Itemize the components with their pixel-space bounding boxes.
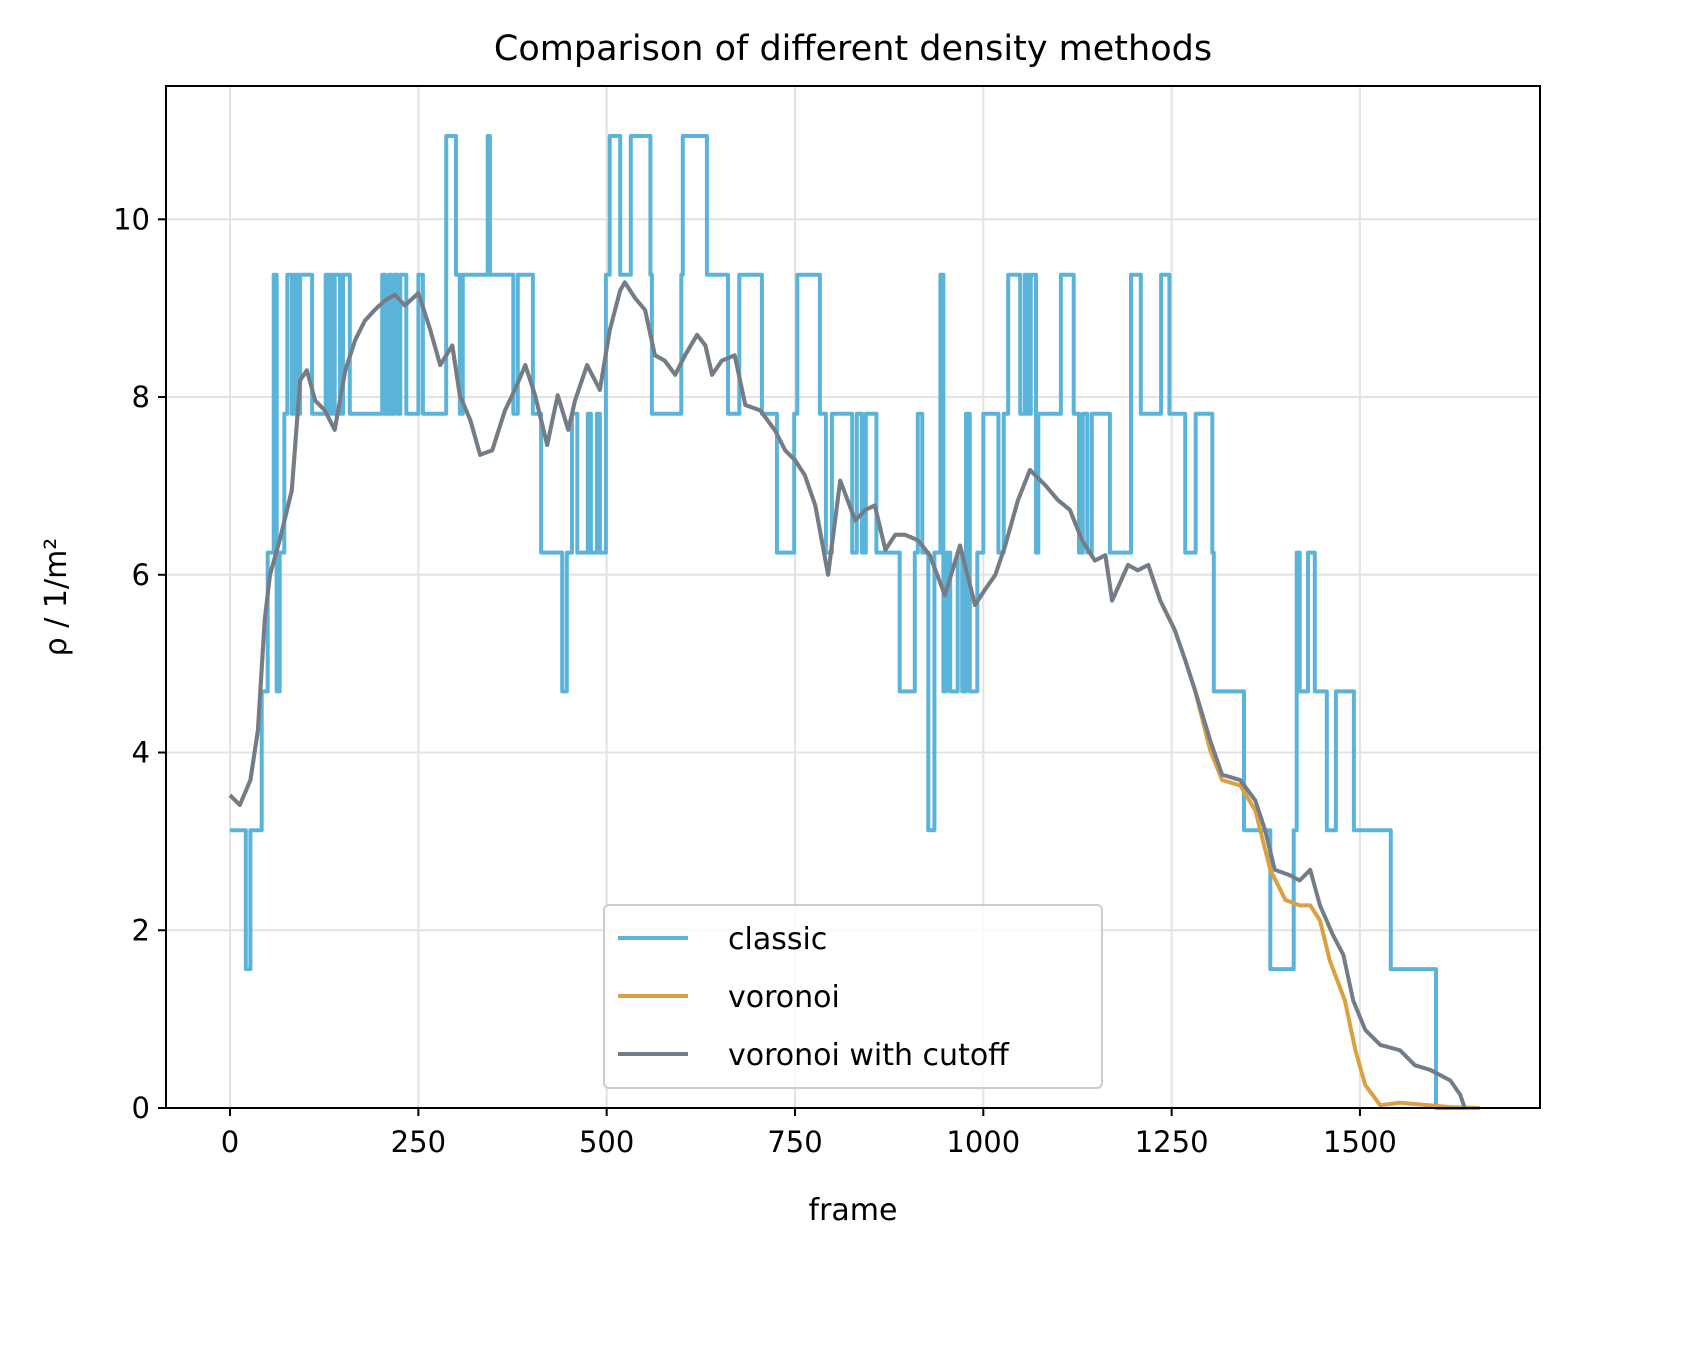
x-tick-label: 0	[221, 1125, 239, 1159]
series-line-voronoi-with-cutoff	[228, 280, 1467, 1109]
y-tick-label: 4	[132, 736, 150, 770]
legend: classic voronoi voronoi with cutoff	[603, 904, 1103, 1089]
y-tick-label: 8	[132, 380, 150, 414]
legend-entry: classic	[728, 922, 827, 957]
ticks: 0 250 500 750 1000 1250 1500 0 2 4 6 8 10	[113, 202, 1397, 1159]
legend-entry: voronoi	[728, 980, 840, 1015]
x-tick-label: 1000	[946, 1125, 1020, 1159]
x-tick-label: 750	[767, 1125, 822, 1159]
x-tick-label: 1500	[1323, 1125, 1397, 1159]
x-axis-label: frame	[809, 1193, 898, 1228]
chart-title: Comparison of different density methods	[494, 29, 1212, 69]
axes-frame	[165, 85, 1541, 1109]
series-line-classic	[230, 134, 1480, 1110]
x-tick-label: 250	[391, 1125, 446, 1159]
y-tick-label: 6	[132, 558, 150, 592]
x-tick-label: 1250	[1135, 1125, 1209, 1159]
legend-box	[603, 904, 1103, 1089]
y-tick-label: 10	[113, 202, 150, 236]
y-tick-label: 0	[132, 1091, 150, 1125]
y-tick-label: 2	[132, 913, 150, 947]
x-tick-label: 500	[579, 1125, 634, 1159]
legend-entry: voronoi with cutoff	[728, 1038, 1010, 1073]
plot-area	[228, 134, 1480, 1110]
y-axis-label: ρ / 1/m²	[39, 538, 74, 657]
